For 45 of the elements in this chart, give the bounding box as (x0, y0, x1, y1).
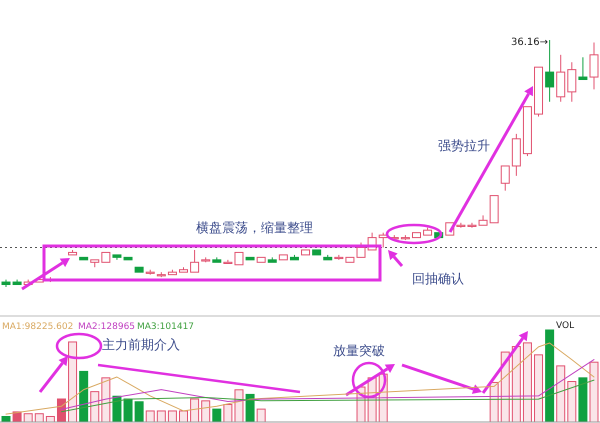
bar (68, 341, 78, 422)
bar (146, 410, 155, 422)
candlestick (500, 165, 510, 192)
bar (112, 396, 122, 422)
annotation: MA2:128965 (78, 322, 136, 332)
bar (201, 400, 210, 422)
candlestick (567, 62, 576, 102)
bar (567, 381, 576, 422)
annotation: 回抽确认 (412, 272, 464, 287)
annotation: 36.16→ (510, 37, 548, 48)
annotation: 强势拉升 (438, 139, 490, 154)
annotation: MA1:98225.602 (2, 322, 74, 332)
candlestick (378, 232, 388, 248)
bar (168, 410, 177, 422)
bar (79, 370, 88, 422)
bar (90, 391, 100, 422)
annotation: VOL (556, 321, 574, 331)
bar (134, 401, 144, 422)
candlestick (478, 214, 488, 226)
bar (246, 394, 255, 422)
bar (545, 330, 554, 422)
bar (223, 404, 232, 422)
candlestick (356, 242, 366, 258)
bar (212, 408, 222, 422)
candlestick (234, 252, 244, 266)
bar (190, 398, 200, 422)
annotation: MA3:101417 (137, 322, 194, 332)
candlestick (578, 56, 588, 80)
bar (512, 346, 521, 422)
annotation: 主力前期介入 (102, 337, 180, 353)
bar (101, 377, 110, 422)
bar (124, 398, 133, 422)
candlestick (101, 252, 110, 263)
candlestick (190, 249, 200, 273)
annotation: 放量突破 (333, 344, 385, 359)
bar (156, 410, 166, 422)
bar (578, 377, 588, 422)
bar (590, 362, 598, 422)
bar (556, 365, 566, 422)
bar (256, 408, 266, 422)
annotation: 横盘震荡，缩量整理 (196, 221, 313, 236)
bar (24, 413, 33, 422)
candlestick (590, 42, 598, 90)
bar (34, 413, 44, 422)
bar (534, 354, 544, 422)
